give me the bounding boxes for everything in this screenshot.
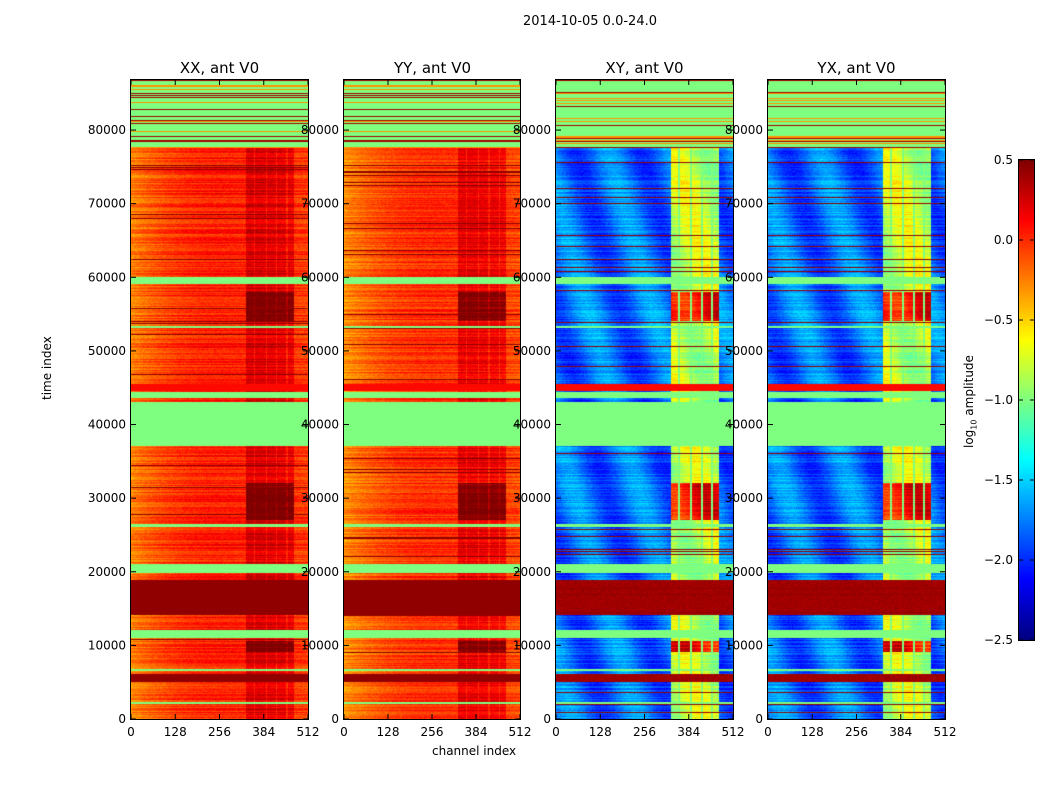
panel-title-yy: YY, ant V0 — [393, 59, 471, 77]
y-tick-label: 40000 — [725, 418, 763, 432]
x-tick-label: 128 — [377, 725, 400, 739]
y-tick-label: 10000 — [725, 638, 763, 652]
colorbar-tick-label: −1.0 — [984, 393, 1013, 407]
heatmap-yx — [767, 79, 946, 720]
x-tick-label: 384 — [889, 725, 912, 739]
heatmap-yy — [343, 79, 521, 720]
y-tick-label: 30000 — [88, 491, 126, 505]
heatmap-xy — [555, 79, 734, 720]
x-tick-label: 384 — [465, 725, 488, 739]
y-tick-label: 30000 — [301, 491, 339, 505]
y-tick-label: 20000 — [513, 565, 551, 579]
x-tick-label: 384 — [677, 725, 700, 739]
y-tick-label: 0 — [755, 712, 763, 726]
x-tick-label: 256 — [633, 725, 656, 739]
y-tick-label: 10000 — [301, 638, 339, 652]
panel-title-yx: YX, ant V0 — [817, 59, 896, 77]
y-tick-label: 50000 — [301, 344, 339, 358]
colorbar-tick-label: 0.5 — [994, 153, 1013, 167]
x-tick-label: 128 — [801, 725, 824, 739]
y-tick-label: 40000 — [88, 418, 126, 432]
colorbar-tick-label: −2.5 — [984, 633, 1013, 647]
y-tick-label: 10000 — [88, 638, 126, 652]
x-tick-label: 256 — [845, 725, 868, 739]
y-tick-label: 50000 — [88, 344, 126, 358]
figure-title: 2014-10-05 0.0-24.0 — [523, 14, 657, 29]
x-tick-label: 0 — [340, 725, 348, 739]
colorbar-tick-label: −2.0 — [984, 553, 1013, 567]
colorbar — [1018, 159, 1035, 641]
x-tick-label: 512 — [509, 725, 532, 739]
x-tick-label: 0 — [764, 725, 772, 739]
x-tick-label: 128 — [589, 725, 612, 739]
colorbar-tick-label: −0.5 — [984, 313, 1013, 327]
y-tick-label: 20000 — [725, 565, 763, 579]
y-tick-label: 0 — [331, 712, 339, 726]
colorbar-tick-label: −1.5 — [984, 473, 1013, 487]
y-tick-label: 60000 — [301, 270, 339, 284]
y-tick-label: 60000 — [725, 270, 763, 284]
y-tick-label: 80000 — [725, 123, 763, 137]
x-tick-label: 512 — [297, 725, 320, 739]
y-tick-label: 20000 — [301, 565, 339, 579]
heatmap-xx — [130, 79, 309, 720]
y-tick-label: 70000 — [88, 197, 126, 211]
y-tick-label: 0 — [118, 712, 126, 726]
y-tick-label: 50000 — [513, 344, 551, 358]
x-tick-label: 0 — [552, 725, 560, 739]
y-tick-label: 70000 — [725, 197, 763, 211]
y-tick-label: 70000 — [513, 197, 551, 211]
x-axis-label: channel index — [432, 744, 517, 758]
y-tick-label: 60000 — [513, 270, 551, 284]
y-tick-label: 50000 — [725, 344, 763, 358]
x-tick-label: 512 — [934, 725, 957, 739]
x-tick-label: 256 — [421, 725, 444, 739]
panel-title-xy: XY, ant V0 — [605, 59, 684, 77]
y-tick-label: 60000 — [88, 270, 126, 284]
y-tick-label: 40000 — [513, 418, 551, 432]
y-tick-label: 80000 — [513, 123, 551, 137]
x-tick-label: 128 — [164, 725, 187, 739]
panel-title-xx: XX, ant V0 — [179, 59, 260, 77]
y-tick-label: 80000 — [301, 123, 339, 137]
x-tick-label: 0 — [127, 725, 135, 739]
y-tick-label: 0 — [543, 712, 551, 726]
y-tick-label: 30000 — [725, 491, 763, 505]
x-tick-label: 512 — [722, 725, 745, 739]
x-tick-label: 256 — [208, 725, 231, 739]
y-tick-label: 10000 — [513, 638, 551, 652]
colorbar-tick-label: 0.0 — [994, 233, 1013, 247]
y-tick-label: 20000 — [88, 565, 126, 579]
y-tick-label: 70000 — [301, 197, 339, 211]
y-tick-label: 40000 — [301, 418, 339, 432]
x-tick-label: 384 — [252, 725, 275, 739]
y-tick-label: 30000 — [513, 491, 551, 505]
y-tick-label: 80000 — [88, 123, 126, 137]
